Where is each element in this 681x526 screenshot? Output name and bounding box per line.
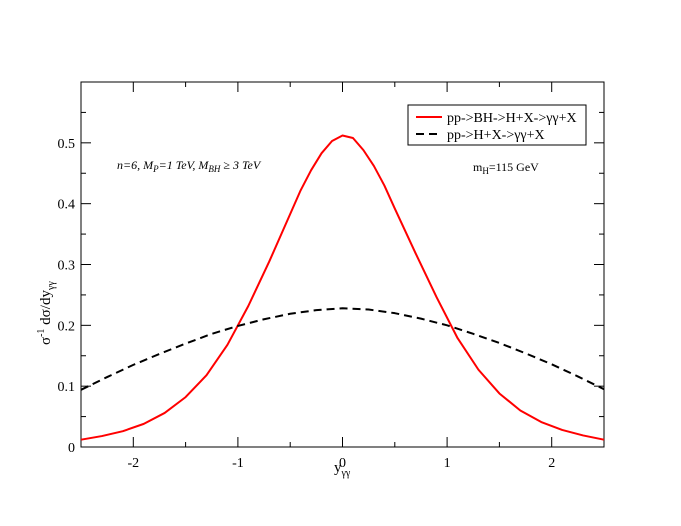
series-line-0 <box>80 134 605 441</box>
x-tick-label: 2 <box>548 456 555 471</box>
annotation-mbh-sub: BH <box>208 164 220 174</box>
y-tick-label: 0.4 <box>58 198 76 213</box>
y-tick-label: 0.1 <box>58 380 76 395</box>
y-axis-title-sup: -1 <box>36 329 47 337</box>
annotation-mass: mH=115 GeV <box>473 160 539 176</box>
series-group <box>80 134 605 441</box>
legend: pp->BH->H+X->γγ+X pp->H+X->γγ+X <box>407 104 587 146</box>
x-tick-label: -2 <box>127 456 139 471</box>
legend-label-0: pp->BH->H+X->γγ+X <box>447 111 577 126</box>
annotation-mbh-val: ≥ 3 TeV <box>220 158 261 172</box>
x-tick-label: -1 <box>232 456 244 471</box>
y-axis-title: σ-1 dσ/dyγγ <box>36 281 57 345</box>
y-tick-label: 0.5 <box>58 137 76 152</box>
x-axis-title: yγγ <box>334 460 351 479</box>
series-line-1 <box>80 307 605 391</box>
annotation-params: n=6, MP=1 TeV, MBH ≥ 3 TeV <box>117 158 262 174</box>
legend-box <box>407 104 587 146</box>
annotation-mass-val: =115 GeV <box>489 160 539 174</box>
x-axis-title-sub: γγ <box>341 468 351 479</box>
legend-label-1: pp->H+X->γγ+X <box>447 128 545 143</box>
y-axis-title-sub: γγ <box>46 281 57 291</box>
y-axis-title-mid: dσ/dy <box>38 290 54 329</box>
y-tick-label: 0.3 <box>58 259 76 274</box>
annotation-mass-sub: H <box>482 166 489 176</box>
tick-labels: -2 -1 0 1 2 0 0.1 0.2 0.3 0.4 0.5 <box>58 137 556 471</box>
y-tick-label: 0.2 <box>58 319 76 334</box>
x-tick-label: 0 <box>339 456 346 471</box>
y-tick-label: 0 <box>68 441 75 456</box>
annotation-mp-sub: P <box>152 164 159 174</box>
ticks <box>80 82 605 448</box>
annotation-mp-val: =1 TeV, M <box>159 158 210 172</box>
x-tick-label: 1 <box>444 456 451 471</box>
